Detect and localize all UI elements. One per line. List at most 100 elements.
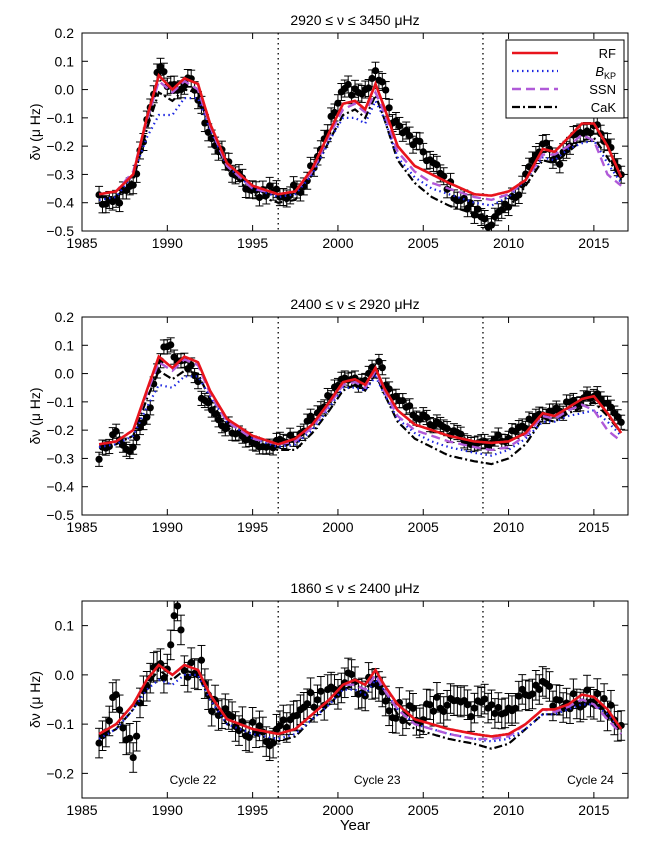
y-tick-label: −0.3 xyxy=(46,450,74,466)
axes-frame xyxy=(81,316,629,516)
data-marker xyxy=(334,99,342,107)
data-marker xyxy=(402,126,410,135)
data-marker xyxy=(160,68,168,76)
data-marker xyxy=(470,211,479,219)
data-point xyxy=(405,126,414,145)
x-tick-label: 2015 xyxy=(578,235,609,251)
series-line-bkp xyxy=(98,673,622,743)
y-tick-label: −0.1 xyxy=(46,716,74,732)
x-tick-label: 1995 xyxy=(237,802,268,818)
series-line-cak xyxy=(99,88,623,219)
data-marker xyxy=(170,612,178,620)
data-marker xyxy=(549,702,557,710)
data-marker xyxy=(433,693,441,701)
y-tick-label: −0.3 xyxy=(46,166,74,182)
data-marker xyxy=(279,716,287,724)
data-marker xyxy=(491,709,499,718)
y-tick-label: 0.0 xyxy=(55,82,75,98)
data-marker xyxy=(395,122,403,130)
data-point xyxy=(429,695,438,727)
x-tick-label: 1985 xyxy=(66,802,97,818)
data-marker xyxy=(399,716,407,725)
series-line-rf xyxy=(98,663,623,738)
axes-frame xyxy=(81,600,629,799)
data-point xyxy=(385,98,394,117)
data-marker xyxy=(617,418,625,426)
data-marker xyxy=(440,172,448,180)
data-marker xyxy=(375,357,383,366)
data-marker xyxy=(600,694,608,703)
data-marker xyxy=(511,704,519,712)
data-marker xyxy=(317,687,325,695)
data-marker xyxy=(385,707,393,715)
panel-1: 2920 ≤ ν ≤ 3450 μHz 1985 1990 1995 2000 2005 2… xyxy=(27,12,629,251)
data-marker xyxy=(409,704,417,712)
data-marker xyxy=(385,104,393,112)
plot-area xyxy=(95,57,626,231)
x-tick-label: 1995 xyxy=(237,519,268,535)
data-marker xyxy=(368,74,376,83)
panel-2: 2400 ≤ ν ≤ 2920 μHz 1985 1990 1995 2000 2005 2… xyxy=(27,296,629,535)
data-marker xyxy=(535,685,543,694)
y-tick-label: −0.2 xyxy=(46,765,74,781)
data-marker xyxy=(208,707,216,715)
data-marker xyxy=(187,659,195,667)
data-marker xyxy=(586,129,595,137)
data-marker xyxy=(167,641,175,649)
data-point xyxy=(173,601,182,622)
data-point xyxy=(514,680,523,712)
data-marker xyxy=(119,724,127,732)
x-tick-label: 2000 xyxy=(322,802,353,818)
data-point xyxy=(176,614,185,646)
data-marker xyxy=(129,753,137,762)
data-point xyxy=(330,103,339,122)
data-marker xyxy=(481,695,489,703)
data-marker xyxy=(440,707,448,716)
data-marker xyxy=(464,701,472,709)
data-marker xyxy=(197,656,206,664)
data-point xyxy=(535,674,544,705)
data-marker xyxy=(474,205,482,213)
data-marker xyxy=(214,416,223,424)
data-marker xyxy=(160,674,168,682)
data-marker xyxy=(95,455,103,463)
data-marker xyxy=(569,690,578,698)
y-tick-label: −0.4 xyxy=(46,479,74,495)
data-marker xyxy=(583,686,591,694)
plot-area xyxy=(95,601,626,773)
data-point xyxy=(371,61,380,80)
data-marker xyxy=(392,714,400,722)
x-tick-label: 1985 xyxy=(66,235,97,251)
x-tick-label: 1990 xyxy=(152,235,183,251)
data-marker xyxy=(378,364,386,372)
data-point xyxy=(617,414,626,430)
data-point xyxy=(494,692,503,723)
data-point xyxy=(361,680,370,712)
data-marker xyxy=(146,404,154,412)
data-marker xyxy=(187,361,195,369)
x-tick-label: 1990 xyxy=(152,519,183,535)
panel-3: 1860 ≤ ν ≤ 2400 μHz 1985 1990 1995 2000 2005 2… xyxy=(27,580,629,834)
y-tick-label: −0.5 xyxy=(46,223,74,239)
data-marker xyxy=(310,703,318,711)
data-point xyxy=(398,705,407,736)
data-marker xyxy=(406,131,414,140)
data-point xyxy=(374,353,383,370)
x-tick-label: 2005 xyxy=(408,802,439,818)
x-tick-label: 2015 xyxy=(578,802,609,818)
data-marker xyxy=(283,723,291,732)
data-point xyxy=(255,710,264,742)
y-tick-label: 0.1 xyxy=(55,337,75,353)
data-marker xyxy=(494,431,502,439)
data-point xyxy=(415,132,424,151)
data-marker xyxy=(556,160,564,168)
data-point xyxy=(265,176,274,195)
data-marker xyxy=(426,701,434,709)
data-point xyxy=(132,720,141,752)
data-point xyxy=(357,84,366,103)
cycle-label: Cycle 24 xyxy=(567,773,614,787)
data-marker xyxy=(133,732,141,740)
data-marker xyxy=(249,718,257,726)
data-marker xyxy=(347,670,356,679)
